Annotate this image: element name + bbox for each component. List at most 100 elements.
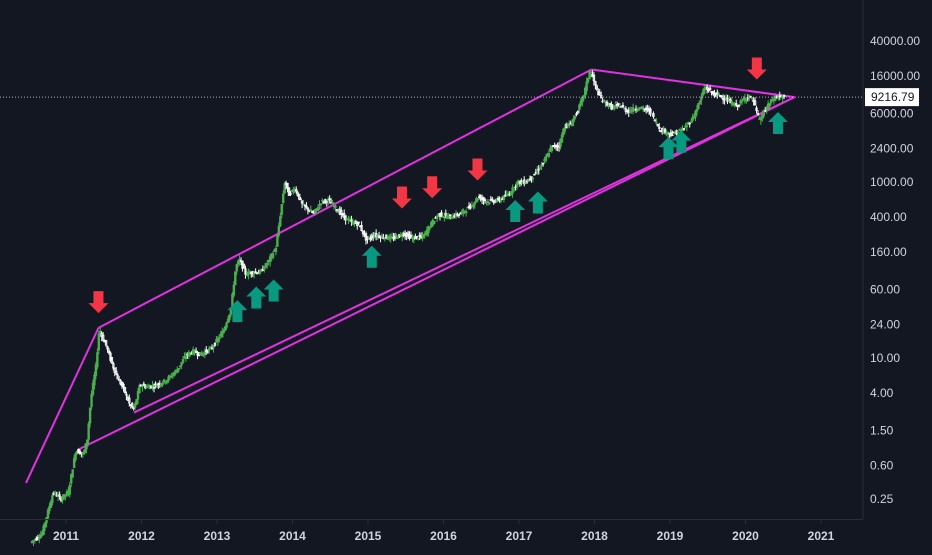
candle-body bbox=[515, 181, 519, 188]
candle-body bbox=[87, 423, 90, 440]
candle-body bbox=[138, 385, 141, 394]
candle-body bbox=[242, 264, 246, 269]
candle-body bbox=[536, 169, 539, 173]
candle-body bbox=[369, 238, 372, 240]
candle-body bbox=[280, 204, 283, 215]
candle-body bbox=[694, 110, 697, 118]
candle-body bbox=[753, 100, 757, 106]
candle-body bbox=[482, 197, 485, 201]
candle-body bbox=[444, 213, 448, 216]
candle-body bbox=[617, 103, 620, 106]
candle-body bbox=[64, 494, 67, 497]
candle-body bbox=[165, 379, 169, 383]
candle-body bbox=[340, 209, 343, 215]
current-price-label: 9216.79 bbox=[865, 88, 919, 107]
candle-body bbox=[97, 333, 101, 351]
candle-body bbox=[81, 452, 85, 455]
candle-body bbox=[152, 386, 156, 389]
x-tick-label: 2013 bbox=[204, 529, 231, 543]
candle-body bbox=[356, 223, 359, 227]
candle-body bbox=[595, 85, 599, 90]
candle-body bbox=[383, 237, 387, 240]
candle-body bbox=[61, 497, 64, 501]
candle-body bbox=[527, 179, 530, 182]
down-arrow-icon bbox=[422, 176, 443, 199]
candle-body bbox=[161, 382, 164, 385]
candle-body bbox=[556, 145, 559, 148]
candle-body bbox=[115, 370, 118, 375]
candle-body bbox=[671, 134, 674, 137]
candle-body bbox=[560, 134, 564, 143]
candle-body bbox=[90, 394, 93, 408]
candle-body bbox=[605, 101, 609, 106]
candle-body bbox=[491, 198, 494, 201]
candle-body bbox=[357, 221, 360, 224]
candle-body bbox=[687, 122, 690, 125]
candle-body bbox=[729, 98, 732, 104]
candle-body bbox=[669, 132, 673, 136]
candle-body bbox=[437, 213, 440, 216]
candle-body bbox=[241, 260, 244, 269]
candle-body bbox=[428, 226, 432, 229]
candle-body bbox=[711, 91, 715, 95]
candle-body bbox=[488, 202, 491, 204]
candle-body bbox=[337, 211, 340, 213]
down-arrow-icon bbox=[88, 291, 109, 314]
candle-body bbox=[396, 237, 400, 240]
candle-body bbox=[367, 237, 371, 239]
candle-body bbox=[573, 115, 577, 119]
candle-body bbox=[472, 204, 475, 208]
candle-body bbox=[691, 116, 694, 121]
x-tick-label: 2015 bbox=[355, 529, 382, 543]
candles bbox=[30, 70, 786, 546]
candle-body bbox=[331, 202, 334, 205]
candle-body bbox=[145, 386, 148, 389]
candle-body bbox=[581, 96, 584, 103]
candle-body bbox=[440, 212, 443, 217]
candle-body bbox=[598, 92, 601, 95]
candle-body bbox=[302, 203, 305, 206]
candle-body bbox=[737, 104, 741, 107]
candle-body bbox=[112, 363, 115, 369]
candle-body bbox=[268, 256, 272, 263]
candle-body bbox=[300, 200, 304, 204]
candle-body bbox=[764, 110, 767, 112]
candle-body bbox=[708, 87, 712, 91]
candle-body bbox=[399, 234, 403, 236]
up-arrow-icon bbox=[527, 191, 548, 214]
candle-body bbox=[341, 213, 344, 216]
candle-body bbox=[511, 187, 514, 194]
candle-body bbox=[263, 268, 266, 270]
candle-body bbox=[464, 210, 468, 214]
candle-body bbox=[379, 235, 382, 239]
candle-body bbox=[735, 103, 738, 105]
candle-body bbox=[483, 199, 487, 202]
up-arrow-icon bbox=[227, 300, 248, 323]
candle-body bbox=[414, 236, 417, 240]
candle-body bbox=[68, 484, 71, 495]
candle-body bbox=[448, 214, 452, 217]
candle-body bbox=[582, 95, 585, 98]
candle-body bbox=[141, 385, 144, 388]
candle-body bbox=[303, 204, 307, 207]
candle-body bbox=[682, 128, 686, 130]
candle-body bbox=[659, 130, 662, 132]
down-arrow-icon bbox=[391, 186, 412, 209]
candle-body bbox=[309, 209, 312, 211]
candle-body bbox=[674, 132, 677, 135]
candle-body bbox=[588, 71, 591, 80]
candle-body bbox=[338, 208, 342, 215]
candle-body bbox=[354, 220, 358, 224]
candle-body bbox=[572, 118, 575, 123]
candle-body bbox=[170, 375, 173, 378]
candle-body bbox=[70, 474, 73, 484]
candle-body bbox=[264, 263, 267, 268]
candle-body bbox=[136, 391, 140, 400]
candle-body bbox=[697, 103, 700, 109]
candle-body bbox=[328, 198, 331, 201]
trendline bbox=[25, 327, 100, 484]
candle-body bbox=[125, 393, 128, 396]
candle-body bbox=[705, 86, 709, 90]
